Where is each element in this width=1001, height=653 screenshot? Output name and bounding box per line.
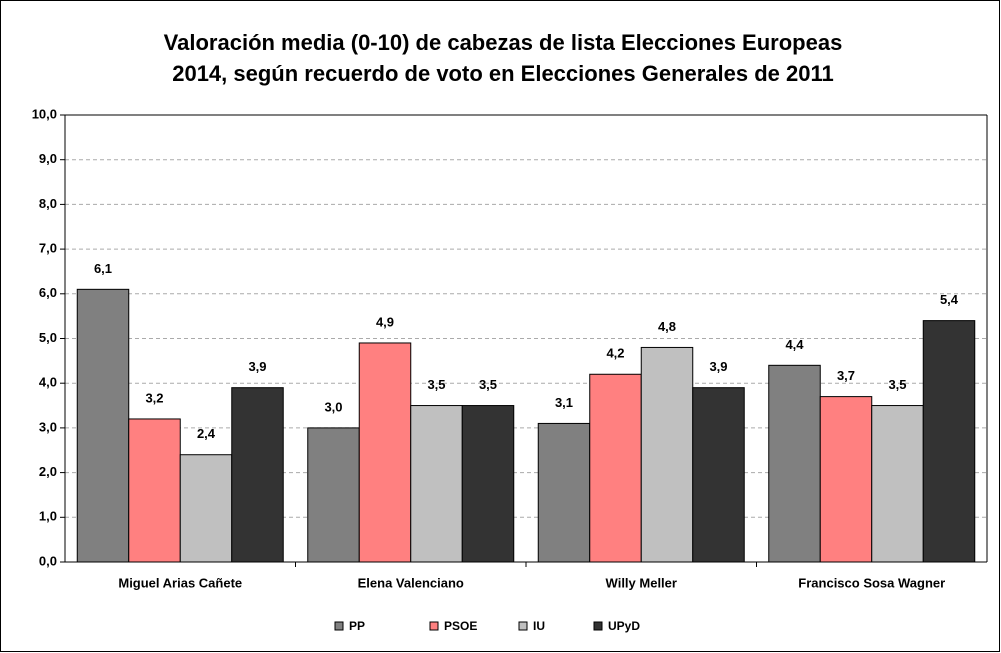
value-label: 3,2 (145, 390, 163, 405)
x-tick-label: Elena Valenciano (358, 575, 464, 590)
chart-title: 2014, según recuerdo de voto en Eleccion… (172, 61, 834, 86)
bar (871, 405, 924, 563)
x-tick-label: Francisco Sosa Wagner (798, 575, 945, 590)
value-label: 3,9 (709, 359, 727, 374)
bar (307, 427, 360, 563)
bar (589, 373, 642, 563)
bar (819, 396, 873, 563)
chart-title: Valoración media (0-10) de cabezas de li… (164, 30, 843, 55)
value-label: 3,5 (427, 377, 445, 392)
bar (461, 405, 515, 563)
value-label: 4,2 (606, 346, 624, 361)
bar (537, 422, 591, 563)
bar (768, 364, 821, 563)
value-label: 3,9 (248, 359, 266, 374)
value-label: 4,9 (376, 314, 394, 329)
bar (410, 405, 463, 563)
y-tick-label: 7,0 (39, 241, 57, 256)
y-tick-label: 5,0 (39, 330, 57, 345)
legend-swatch (429, 621, 439, 631)
value-label: 3,7 (837, 368, 855, 383)
bar (692, 387, 745, 563)
legend-swatch (334, 621, 344, 631)
y-tick-label: 8,0 (39, 196, 57, 211)
bar (179, 454, 233, 563)
y-tick-label: 9,0 (39, 151, 57, 166)
y-tick-label: 10,0 (32, 106, 57, 121)
bar (358, 342, 412, 563)
bar (128, 418, 181, 563)
value-label: 4,4 (785, 337, 804, 352)
value-label: 2,4 (197, 426, 216, 441)
x-tick-label: Miguel Arias Cañete (118, 575, 242, 590)
bar (76, 288, 130, 563)
legend-label: IU (533, 619, 545, 633)
y-tick-label: 4,0 (39, 375, 57, 390)
legend-label: PSOE (444, 619, 477, 633)
value-label: 3,1 (555, 395, 573, 410)
legend-swatch (593, 621, 603, 631)
legend-swatch (518, 621, 528, 631)
value-label: 6,1 (94, 261, 112, 276)
y-tick-label: 0,0 (39, 553, 57, 568)
legend-label: UPyD (608, 619, 640, 633)
value-label: 3,0 (324, 399, 342, 414)
y-tick-label: 6,0 (39, 285, 57, 300)
legend-label: PP (349, 619, 365, 633)
bar (640, 346, 694, 563)
bar (231, 387, 284, 563)
value-label: 3,5 (888, 377, 906, 392)
bar (922, 320, 976, 563)
y-tick-label: 1,0 (39, 509, 57, 524)
value-label: 3,5 (479, 377, 497, 392)
value-label: 5,4 (940, 292, 959, 307)
y-tick-label: 3,0 (39, 419, 57, 434)
value-label: 4,8 (658, 319, 676, 334)
y-tick-label: 2,0 (39, 464, 57, 479)
x-tick-label: Willy Meller (606, 575, 677, 590)
